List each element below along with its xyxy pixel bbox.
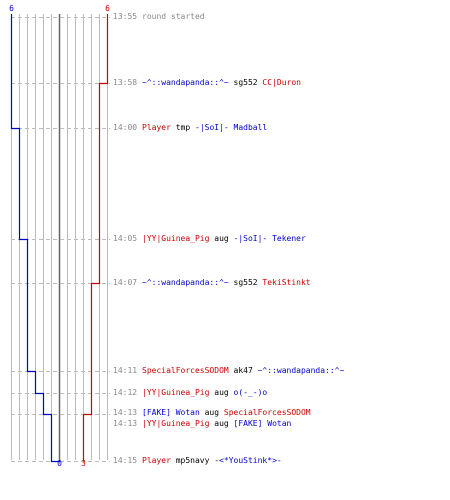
event-text: ~^::wandapanda::^~ sg552 CC|Duron — [142, 78, 301, 87]
event-row: 14:05 |YY|Guinea_Pig aug -|SoI|- Tekener — [113, 234, 306, 243]
event-time: 14:00 — [113, 123, 137, 132]
event-text-part: ~^::wandapanda::^~ — [142, 278, 229, 287]
event-text: |YY|Guinea_Pig aug o(-_-)o — [142, 388, 267, 397]
series-start-label: 6 — [105, 4, 110, 13]
event-row: 14:15 Player mp5navy -<*YouStink*>- — [113, 456, 282, 465]
event-time: 14:12 — [113, 388, 137, 397]
event-text-part: TekiStinkt — [262, 278, 310, 287]
event-text-part: ~^::wandapanda::^~ — [142, 78, 229, 87]
event-text-part: aug — [209, 419, 233, 428]
event-text-part: [FAKE] Wotan — [142, 408, 200, 417]
event-time: 14:07 — [113, 278, 137, 287]
event-text-part: mp5navy — [171, 456, 214, 465]
x-tick-label: 0 — [57, 459, 62, 468]
event-text-part: tmp — [171, 123, 195, 132]
event-text: ~^::wandapanda::^~ sg552 TekiStinkt — [142, 278, 311, 287]
event-text-part: SpecialForcesSODOM — [142, 366, 229, 375]
event-time: 14:13 — [113, 408, 137, 417]
event-row: 14:12 |YY|Guinea_Pig aug o(-_-)o — [113, 388, 267, 397]
event-text-part: Player — [142, 123, 171, 132]
event-text-part: CC|Duron — [262, 78, 301, 87]
event-text: Player mp5navy -<*YouStink*>- — [142, 456, 282, 465]
event-text-part: -|SoI|- Tekener — [234, 234, 306, 243]
event-text-part: [FAKE] Wotan — [234, 419, 292, 428]
event-text-part: ~^::wandapanda::^~ — [258, 366, 345, 375]
event-text-part: sg552 — [229, 78, 263, 87]
event-text-part: |YY|Guinea_Pig — [142, 234, 210, 243]
event-row: 14:11 SpecialForcesSODOM ak47 ~^::wandapa… — [113, 366, 344, 375]
event-row: 14:13 [FAKE] Wotan aug SpecialForcesSODOM — [113, 408, 311, 417]
event-text-part: aug — [209, 388, 233, 397]
event-text-part: -|SoI|- Madball — [195, 123, 267, 132]
event-text: |YY|Guinea_Pig aug [FAKE] Wotan — [142, 419, 292, 428]
series-lines — [10, 14, 109, 463]
event-text-part: o(-_-)o — [234, 388, 268, 397]
event-text-part: |YY|Guinea_Pig — [142, 388, 210, 397]
labels: 6 6 0 3 — [9, 4, 110, 468]
event-text: SpecialForcesSODOM ak47 ~^::wandapanda::… — [142, 366, 344, 375]
event-text: [FAKE] Wotan aug SpecialForcesSODOM — [142, 408, 311, 417]
event-text-part: round started — [142, 12, 205, 21]
grid — [11, 14, 110, 462]
event-time: 14:05 — [113, 234, 137, 243]
series-start-label: 6 — [9, 4, 14, 13]
x-tick-label: 3 — [81, 459, 86, 468]
event-time: 14:11 — [113, 366, 137, 375]
event-text-part: -<*YouStink*>- — [214, 456, 281, 465]
event-row: 14:00 Player tmp -|SoI|- Madball — [113, 123, 267, 132]
event-text-part: SpecialForcesSODOM — [224, 408, 311, 417]
event-text-part: Player — [142, 456, 171, 465]
series-line-blue — [10, 14, 61, 463]
event-row: 14:07 ~^::wandapanda::^~ sg552 TekiStinkt — [113, 278, 311, 287]
event-row: 13:55 round started — [113, 12, 205, 21]
event-time: 13:55 — [113, 12, 137, 21]
event-text-part: aug — [200, 408, 224, 417]
event-text-part: sg552 — [229, 278, 263, 287]
event-time: 13:58 — [113, 78, 137, 87]
event-text-part: ak47 — [229, 366, 258, 375]
event-row: 14:13 |YY|Guinea_Pig aug [FAKE] Wotan — [113, 419, 292, 428]
event-text-part: aug — [209, 234, 233, 243]
series-line-red — [82, 14, 109, 462]
event-time: 14:15 — [113, 456, 137, 465]
event-text: Player tmp -|SoI|- Madball — [142, 123, 267, 132]
event-text: round started — [142, 12, 205, 21]
event-row: 13:58 ~^::wandapanda::^~ sg552 CC|Duron — [113, 78, 301, 87]
event-text-part: |YY|Guinea_Pig — [142, 419, 210, 428]
event-time: 14:13 — [113, 419, 137, 428]
event-text: |YY|Guinea_Pig aug -|SoI|- Tekener — [142, 234, 306, 243]
